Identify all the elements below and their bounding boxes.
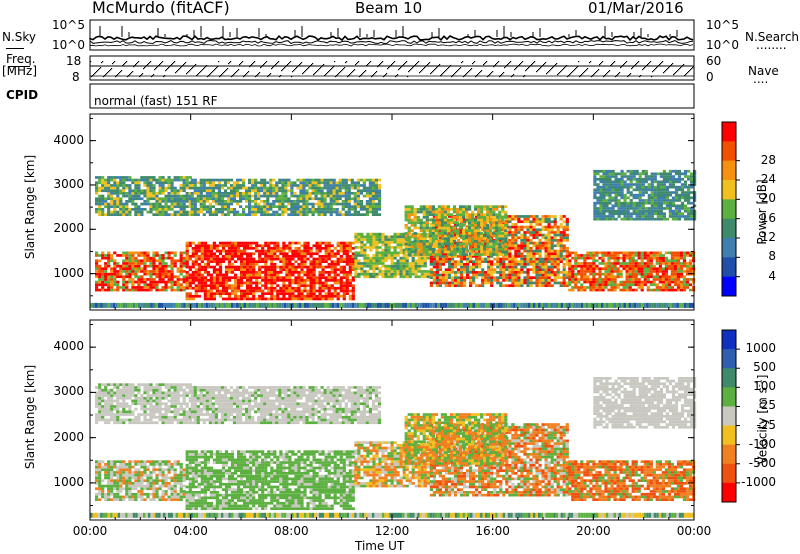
x-tick-label: 00:00 xyxy=(676,524,712,538)
colorbar-tick: 20 xyxy=(760,191,776,206)
station-title: McMurdo (fitACF) xyxy=(92,0,230,17)
nsky-tick-top: 10^5 xyxy=(52,18,85,32)
colorbar-tick: 16 xyxy=(760,210,776,225)
nsky-line xyxy=(6,48,24,49)
colorbar-tick: 8 xyxy=(768,249,776,264)
x-tick-label: 08:00 xyxy=(274,524,309,538)
x-axis-label: Time UT xyxy=(355,539,405,553)
colorbar-tick: 28 xyxy=(760,152,776,167)
power-ylabel: Slant Range [km] xyxy=(23,154,37,260)
date-title: 01/Mar/2016 xyxy=(588,0,684,17)
nsky-tick-bottom: 10^0 xyxy=(52,38,85,52)
x-tick-label: 12:00 xyxy=(374,524,410,538)
colorbar-tick: 12 xyxy=(760,230,776,244)
y-tick-label: 1000 xyxy=(53,265,84,280)
x-tick-label: 16:00 xyxy=(475,524,510,538)
nsearch-tick-bottom: 10^0 xyxy=(706,38,739,52)
colorbar-tick: 25 xyxy=(760,398,776,413)
velocity-colorbar-label-sup: -1 xyxy=(754,379,764,388)
colorbar-tick: 100 xyxy=(753,379,776,394)
y-tick-label: 4000 xyxy=(53,132,84,147)
nave-label: Nave xyxy=(748,64,779,78)
x-tick-label: 00:00 xyxy=(72,524,108,538)
power-colorbar-label: Power [dB] xyxy=(755,179,769,245)
freq-tick-bottom: 8 xyxy=(72,70,80,84)
colorbar-tick: -500 xyxy=(748,455,776,470)
freq-tick-top: 18 xyxy=(66,54,82,68)
y-tick-label: 4000 xyxy=(53,339,84,354)
x-tick-label: 04:00 xyxy=(173,524,208,538)
colorbar-tick: 24 xyxy=(760,172,776,186)
cpid-label: CPID xyxy=(6,88,39,102)
nave-tick-bottom: 0 xyxy=(706,70,714,84)
velocity-colorbar-label-end: ] xyxy=(755,374,770,380)
freq-unit-label: [MHz] xyxy=(2,64,38,78)
colorbar-tick: 1000 xyxy=(745,341,776,356)
colorbar-tick: -100 xyxy=(748,436,776,451)
y-tick-label: 2000 xyxy=(53,429,84,444)
nave-dots: .... xyxy=(753,72,769,86)
nsky-label: N.Sky xyxy=(2,30,37,44)
nsearch-tick-top: 10^5 xyxy=(706,18,739,32)
beam-title: Beam 10 xyxy=(355,0,423,17)
y-tick-label: 3000 xyxy=(53,384,84,399)
freq-line xyxy=(8,66,30,67)
x-tick-label: 20:00 xyxy=(576,524,611,538)
y-tick-label: 2000 xyxy=(53,221,84,236)
velocity-colorbar-label: Velocity [m s xyxy=(755,387,770,465)
top-strips xyxy=(89,19,695,109)
colorbar-tick: -1000 xyxy=(741,474,776,489)
freq-label: Freq. xyxy=(6,52,36,66)
nave-tick-top: 60 xyxy=(706,54,722,68)
colorbar-tick: -25 xyxy=(756,417,776,432)
colorbar-tick: 500 xyxy=(753,360,776,375)
y-tick-label: 3000 xyxy=(53,176,84,191)
velocity-panel xyxy=(89,319,740,521)
velocity-colorbar-label-wrap: Velocity [m s-1] xyxy=(755,370,770,470)
nsearch-label: N.Search xyxy=(745,30,800,44)
power-panel xyxy=(89,113,740,311)
colorbar-tick: 4 xyxy=(768,268,776,283)
mode-text: normal (fast) 151 RF xyxy=(94,94,218,108)
velocity-ylabel: Slant Range [km] xyxy=(23,364,37,470)
y-tick-label: 1000 xyxy=(53,474,84,489)
nsearch-dots: ........ xyxy=(756,38,787,52)
